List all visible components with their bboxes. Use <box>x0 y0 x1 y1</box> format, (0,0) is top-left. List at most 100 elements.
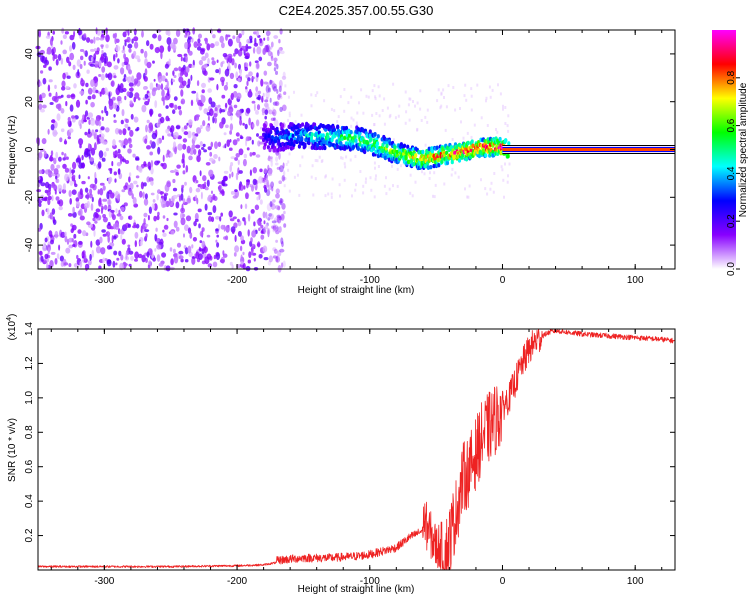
noise-speckle <box>105 127 110 133</box>
noise-speckle <box>93 36 96 44</box>
noise-speckle <box>235 153 240 158</box>
noise-speckle <box>233 104 238 109</box>
noise-speckle <box>99 136 105 144</box>
noise-speckle <box>198 223 201 229</box>
noise-speckle <box>79 90 85 95</box>
noise-speckle <box>51 183 55 189</box>
noise-speckle <box>215 228 219 232</box>
noise-speckle <box>99 129 102 134</box>
noise-speckle <box>232 91 238 98</box>
noise-speckle <box>263 102 269 108</box>
noise-speckle <box>96 137 100 145</box>
noise-speckle <box>265 224 268 230</box>
noise-speckle <box>91 129 95 136</box>
noise-speckle <box>106 191 110 200</box>
noise-speckle <box>260 224 264 229</box>
noise-speckle <box>278 226 282 233</box>
noise-speckle <box>173 96 178 101</box>
faint-speckle <box>508 162 511 166</box>
noise-speckle <box>191 37 194 43</box>
noise-speckle <box>192 237 197 242</box>
noise-speckle <box>150 160 154 168</box>
noise-speckle <box>200 94 204 99</box>
noise-speckle <box>266 227 271 235</box>
noise-speckle <box>102 216 108 223</box>
faint-speckle <box>433 195 436 199</box>
noise-speckle <box>163 224 169 230</box>
noise-speckle <box>217 141 222 147</box>
noise-speckle <box>275 239 278 243</box>
noise-speckle <box>282 162 285 169</box>
signal-cell <box>329 142 333 147</box>
noise-speckle <box>112 139 116 147</box>
noise-speckle <box>140 225 143 234</box>
noise-speckle <box>71 115 75 119</box>
noise-speckle <box>166 149 170 155</box>
noise-speckle <box>166 217 169 222</box>
noise-speckle <box>80 79 85 87</box>
faint-speckle <box>411 194 414 198</box>
noise-speckle <box>156 160 161 164</box>
faint-speckle <box>344 165 347 169</box>
noise-speckle <box>196 92 199 100</box>
noise-speckle <box>223 224 226 232</box>
noise-speckle <box>75 99 81 108</box>
faint-speckle <box>507 129 510 133</box>
noise-speckle <box>248 117 251 126</box>
noise-speckle <box>128 250 134 255</box>
noise-speckle <box>184 181 187 186</box>
noise-speckle <box>95 36 100 41</box>
signal-cell <box>385 137 389 143</box>
noise-speckle <box>219 35 224 44</box>
noise-speckle <box>271 83 277 89</box>
noise-speckle <box>46 51 51 55</box>
signal-cell <box>319 123 323 128</box>
noise-speckle <box>280 198 284 204</box>
noise-speckle <box>207 146 212 151</box>
noise-speckle <box>123 53 126 60</box>
faint-speckle <box>470 87 473 91</box>
faint-speckle <box>308 145 311 149</box>
noise-speckle <box>171 79 175 83</box>
noise-speckle <box>167 44 171 52</box>
noise-speckle <box>156 123 161 128</box>
noise-speckle <box>101 229 106 233</box>
noise-speckle <box>191 90 197 94</box>
noise-speckle <box>239 70 242 77</box>
noise-speckle <box>274 101 280 107</box>
noise-speckle <box>187 227 192 234</box>
noise-speckle <box>200 124 203 130</box>
noise-speckle <box>146 40 150 47</box>
noise-speckle <box>282 170 286 177</box>
noise-speckle <box>113 250 118 256</box>
faint-speckle <box>330 195 333 199</box>
noise-speckle <box>136 72 142 80</box>
noise-speckle <box>144 101 150 106</box>
noise-speckle <box>54 230 59 239</box>
noise-speckle <box>68 263 72 268</box>
faint-speckle <box>374 95 377 99</box>
noise-speckle <box>232 139 238 146</box>
faint-speckle <box>391 164 393 168</box>
noise-speckle <box>134 55 140 60</box>
noise-speckle <box>178 76 184 83</box>
snr-multiplier-close: ) <box>7 314 18 317</box>
noise-speckle <box>180 258 184 263</box>
noise-speckle <box>268 109 273 115</box>
noise-speckle <box>176 164 181 169</box>
noise-speckle <box>160 163 164 167</box>
signal-cell <box>412 161 416 167</box>
noise-speckle <box>49 260 54 268</box>
signal-cell <box>402 143 407 148</box>
colorbar: 0.0 0.2 0.4 0.6 0.8 Normalized spectral ampl… <box>712 30 749 276</box>
noise-speckle <box>118 250 122 257</box>
noise-speckle <box>178 255 184 260</box>
noise-speckle <box>124 160 130 164</box>
noise-speckle <box>95 208 101 213</box>
noise-speckle <box>134 258 138 262</box>
noise-speckle <box>98 150 104 159</box>
noise-speckle <box>115 45 121 52</box>
noise-speckle <box>269 213 274 220</box>
noise-speckle <box>227 61 230 70</box>
noise-speckle <box>38 169 43 174</box>
